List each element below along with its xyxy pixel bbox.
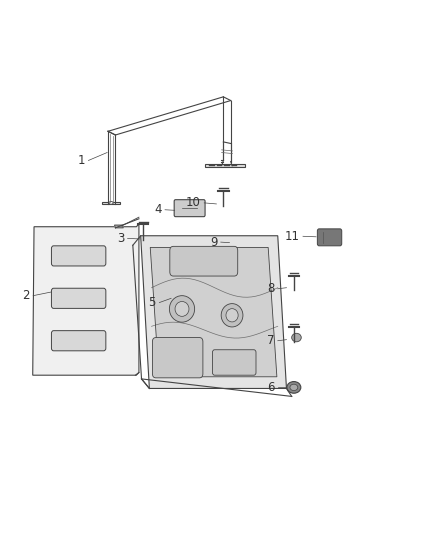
Polygon shape <box>102 202 120 204</box>
FancyBboxPatch shape <box>51 288 106 309</box>
Text: 9: 9 <box>210 236 217 248</box>
FancyBboxPatch shape <box>51 246 106 266</box>
Text: 2: 2 <box>22 289 30 302</box>
Text: 6: 6 <box>267 381 274 394</box>
Ellipse shape <box>290 384 298 391</box>
Text: 4: 4 <box>154 203 162 216</box>
Text: 10: 10 <box>186 196 201 209</box>
Text: 7: 7 <box>267 334 274 347</box>
Polygon shape <box>150 247 277 377</box>
FancyBboxPatch shape <box>318 229 342 246</box>
Polygon shape <box>205 164 245 167</box>
FancyBboxPatch shape <box>212 350 256 375</box>
Polygon shape <box>141 236 286 389</box>
Ellipse shape <box>287 382 301 393</box>
Ellipse shape <box>233 240 240 245</box>
Polygon shape <box>115 225 123 228</box>
Text: 1: 1 <box>78 154 85 167</box>
Ellipse shape <box>109 201 113 204</box>
FancyBboxPatch shape <box>152 337 203 378</box>
Ellipse shape <box>175 302 189 317</box>
FancyBboxPatch shape <box>174 200 205 216</box>
FancyBboxPatch shape <box>51 330 106 351</box>
Ellipse shape <box>170 296 194 322</box>
Ellipse shape <box>230 238 243 247</box>
Ellipse shape <box>292 333 301 342</box>
Ellipse shape <box>226 309 238 322</box>
Text: 3: 3 <box>117 232 124 245</box>
FancyBboxPatch shape <box>170 246 238 276</box>
Ellipse shape <box>221 304 243 327</box>
Polygon shape <box>33 224 139 375</box>
Text: 11: 11 <box>285 230 300 243</box>
Text: 5: 5 <box>148 296 156 309</box>
Text: 8: 8 <box>267 282 274 295</box>
